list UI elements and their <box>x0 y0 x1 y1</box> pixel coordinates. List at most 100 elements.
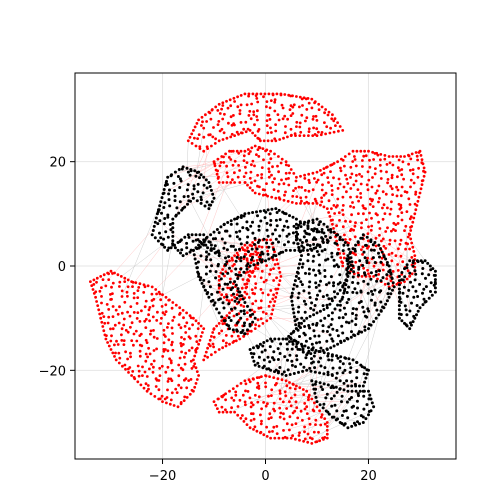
data-point <box>385 299 389 303</box>
data-point <box>266 402 269 406</box>
data-point <box>224 152 228 156</box>
data-point <box>276 358 280 361</box>
data-point <box>332 394 336 398</box>
data-point <box>303 189 307 192</box>
data-point <box>290 423 294 427</box>
data-point <box>391 193 394 197</box>
data-point <box>233 263 236 266</box>
data-point <box>345 379 349 383</box>
data-point <box>320 105 324 109</box>
data-point <box>269 316 272 320</box>
data-point <box>110 334 113 338</box>
data-point <box>298 431 301 435</box>
data-point <box>264 312 268 315</box>
data-point <box>332 284 335 288</box>
data-point <box>409 185 412 189</box>
data-point <box>311 134 315 138</box>
data-point <box>413 278 417 282</box>
data-point <box>179 251 182 255</box>
data-point <box>387 287 391 291</box>
data-point <box>239 131 243 135</box>
data-point <box>377 220 380 224</box>
data-point <box>306 432 310 436</box>
data-point <box>238 112 242 116</box>
data-point <box>349 335 353 339</box>
data-point <box>237 132 240 136</box>
data-point <box>147 346 151 350</box>
data-point <box>325 207 329 211</box>
data-point <box>352 228 355 232</box>
data-point <box>342 388 346 392</box>
data-point <box>225 164 229 168</box>
data-point <box>255 210 258 214</box>
data-point <box>371 292 375 296</box>
data-point <box>299 409 303 413</box>
data-point <box>366 282 370 286</box>
data-point <box>369 277 373 281</box>
data-point <box>330 397 333 401</box>
data-point <box>379 300 383 304</box>
data-point <box>260 375 263 378</box>
data-point <box>315 440 319 443</box>
data-point <box>342 291 346 295</box>
data-point <box>379 289 383 293</box>
data-point <box>343 368 347 372</box>
data-point <box>229 158 233 161</box>
data-point <box>366 239 370 243</box>
data-point <box>366 291 370 295</box>
data-point <box>290 363 294 367</box>
data-point <box>275 224 279 228</box>
data-point <box>303 425 306 429</box>
data-point <box>230 132 234 136</box>
data-point <box>363 325 367 329</box>
data-point <box>220 293 224 297</box>
data-point <box>380 239 383 243</box>
data-point <box>101 325 105 328</box>
data-point <box>375 279 379 283</box>
data-point <box>217 311 221 315</box>
data-point <box>255 153 258 157</box>
data-point <box>273 177 276 181</box>
data-point <box>333 212 336 215</box>
data-point <box>361 421 365 424</box>
data-point <box>307 272 311 276</box>
data-point <box>319 279 322 283</box>
data-point <box>106 321 110 325</box>
data-point <box>330 297 334 301</box>
data-point <box>274 287 278 291</box>
data-point <box>392 228 395 231</box>
data-point <box>325 125 329 129</box>
data-point <box>198 338 202 342</box>
data-point <box>396 214 400 218</box>
data-point <box>176 405 180 409</box>
data-point <box>373 288 377 292</box>
correspondence-line <box>211 288 220 295</box>
data-point <box>242 175 246 179</box>
data-point <box>234 283 238 287</box>
data-point <box>100 320 104 324</box>
data-point <box>281 400 285 404</box>
data-point <box>415 304 419 307</box>
data-point <box>310 97 314 101</box>
data-point <box>192 187 196 191</box>
data-point <box>338 387 342 391</box>
data-point <box>298 121 302 125</box>
data-point <box>173 170 177 174</box>
data-point <box>388 242 391 246</box>
data-point <box>124 367 127 371</box>
data-point <box>199 195 203 199</box>
data-point <box>333 295 337 299</box>
data-point <box>167 377 171 381</box>
data-point <box>241 226 245 230</box>
data-point <box>380 250 384 254</box>
data-point <box>339 355 343 359</box>
data-point <box>288 353 292 357</box>
data-point <box>314 387 318 391</box>
data-point <box>298 262 301 266</box>
data-point <box>387 253 391 256</box>
data-point <box>338 288 342 292</box>
data-point <box>315 243 319 247</box>
data-point <box>294 186 297 190</box>
data-point <box>297 277 301 280</box>
